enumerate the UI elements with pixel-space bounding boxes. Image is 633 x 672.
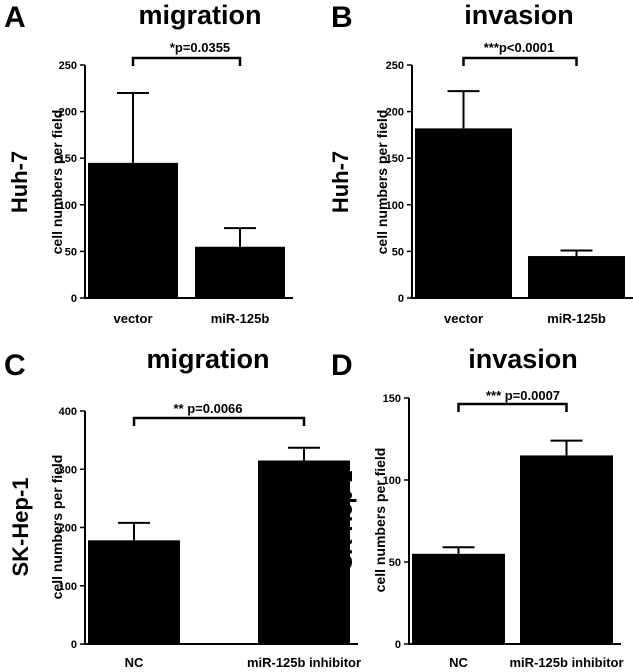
significance-bracket	[462, 56, 578, 66]
category-label: vector	[113, 311, 152, 326]
y-tick-label: 0	[71, 293, 77, 305]
row-label: SK-Hep-1	[332, 470, 357, 569]
significance-bracket	[131, 56, 242, 66]
y-tick-label: 50	[389, 557, 401, 569]
y-tick-label: 150	[383, 393, 401, 405]
category-label: miR-125b	[547, 311, 606, 326]
y-tick-label: 0	[395, 639, 401, 651]
significance-label: *p=0.0355	[170, 40, 230, 55]
panel-title: invasion	[464, 0, 574, 30]
panel-letter: B	[331, 1, 353, 34]
significance-label: *** p=0.0007	[486, 388, 560, 403]
bar-mir-125b	[528, 256, 625, 298]
panel-letter: D	[331, 349, 353, 382]
y-axis-label: cell numbers per field	[49, 455, 65, 600]
y-tick-label: 400	[59, 406, 77, 418]
panel-letter: A	[4, 1, 26, 34]
category-label: NC	[125, 655, 144, 670]
panel-letter: C	[4, 349, 26, 382]
y-tick-label: 200	[59, 523, 77, 535]
bar-vector	[88, 162, 178, 298]
y-axis-label: cell numbers per field	[49, 110, 65, 255]
row-label: Huh-7	[7, 151, 32, 213]
y-tick-label: 100	[383, 475, 401, 487]
y-tick-label: 150	[59, 153, 77, 165]
category-label: miR-125b inhibitor	[247, 655, 361, 670]
bar-mir-125b	[195, 246, 285, 298]
panel-title: migration	[138, 0, 261, 30]
y-tick-label: 200	[59, 107, 77, 119]
y-tick-label: 100	[59, 581, 77, 593]
significance-label: ** p=0.0066	[173, 401, 242, 416]
y-axis-label: cell numbers per field	[372, 448, 388, 593]
y-tick-label: 100	[386, 200, 404, 212]
category-label: NC	[449, 655, 468, 670]
y-tick-label: 250	[59, 60, 77, 72]
y-tick-label: 200	[386, 107, 404, 119]
significance-bracket	[457, 402, 568, 412]
y-tick-label: 150	[386, 153, 404, 165]
significance-label: ***p<0.0001	[484, 40, 554, 55]
y-tick-label: 50	[392, 246, 404, 258]
y-tick-label: 50	[65, 246, 77, 258]
row-label: Huh-7	[328, 151, 353, 213]
y-axis-label: cell numbers per field	[374, 110, 390, 255]
y-tick-label: 0	[71, 639, 77, 651]
panel-title: migration	[146, 344, 269, 374]
category-label: vector	[444, 311, 483, 326]
panel-title: invasion	[468, 344, 578, 374]
significance-bracket	[132, 416, 306, 426]
y-tick-label: 0	[398, 293, 404, 305]
bar-nc	[88, 540, 180, 644]
category-label: miR-125b	[211, 311, 270, 326]
row-label: SK-Hep-1	[8, 477, 33, 576]
bar-nc	[412, 553, 505, 644]
bar-vector	[415, 128, 512, 298]
bar-mir-125b-inhibitor	[520, 455, 613, 644]
y-tick-label: 100	[59, 200, 77, 212]
y-tick-label: 300	[59, 464, 77, 476]
category-label: miR-125b inhibitor	[509, 655, 623, 670]
bar-mir-125b-inhibitor	[258, 460, 350, 644]
y-tick-label: 250	[386, 60, 404, 72]
